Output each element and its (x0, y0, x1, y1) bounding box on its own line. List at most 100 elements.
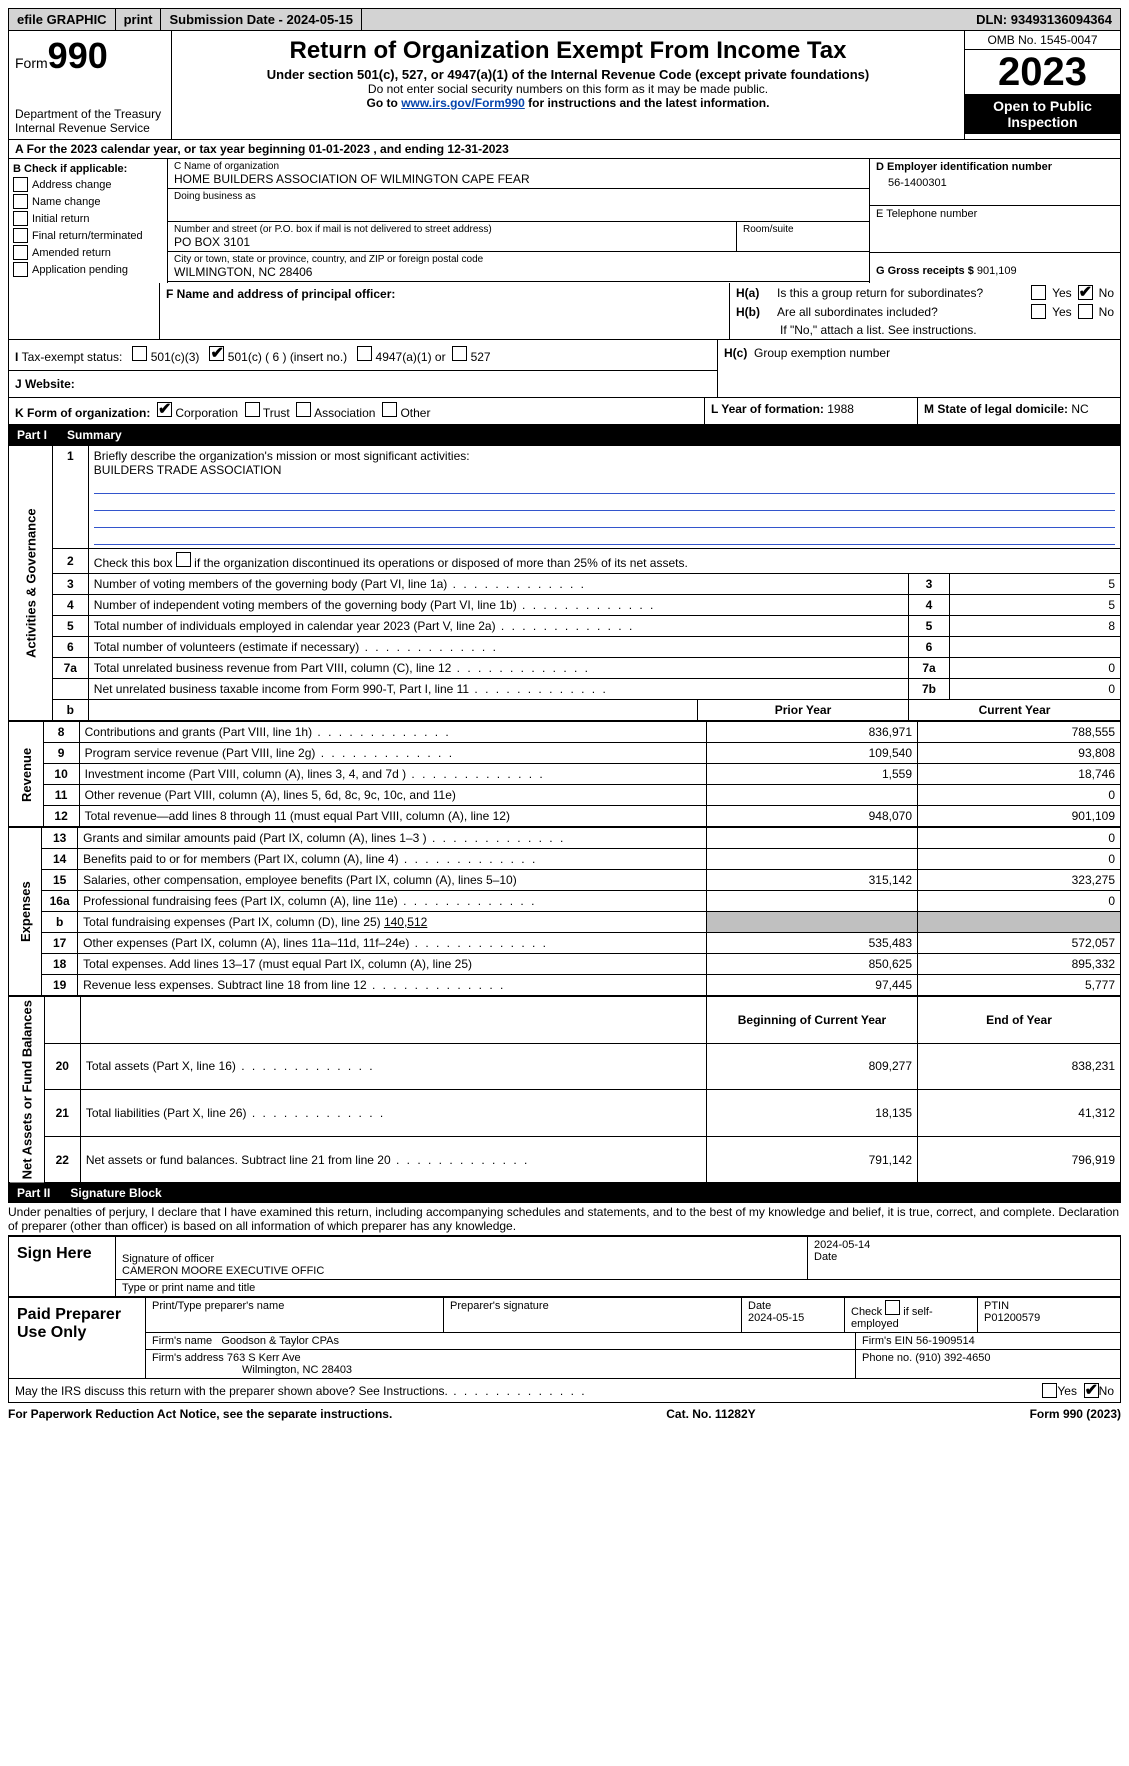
efile-label: efile GRAPHIC (9, 9, 116, 30)
assoc-lbl: Association (314, 406, 375, 420)
l12-desc: Total revenue—add lines 8 through 11 (mu… (79, 806, 706, 827)
l14-desc: Benefits paid to or for members (Part IX… (78, 849, 707, 870)
i-label: Tax-exempt status: (22, 350, 123, 364)
dln: DLN: 93493136094364 (968, 9, 1120, 30)
l1-label: Briefly describe the organization's miss… (94, 449, 470, 463)
header-center: Return of Organization Exempt From Incom… (172, 31, 964, 139)
4947-lbl: 4947(a)(1) or (376, 350, 446, 364)
row-b-hdr: bPrior YearCurrent Year (9, 700, 1121, 721)
form-number: Form990 (15, 35, 165, 77)
l18-desc: Total expenses. Add lines 13–17 (must eq… (78, 954, 707, 975)
line-a: A For the 2023 calendar year, or tax yea… (8, 140, 1121, 159)
box-l: L Year of formation: 1988 (704, 398, 917, 424)
l6-val (950, 637, 1121, 658)
gross-cell: G Gross receipts $ 901,109 (870, 253, 1120, 279)
print-button[interactable]: print (116, 9, 162, 30)
ha-yes[interactable] (1031, 285, 1046, 300)
fh-row: F Name and address of principal officer:… (8, 283, 1121, 340)
tel-cell: E Telephone number (870, 206, 1120, 253)
firm-name-lbl: Firm's name (152, 1335, 212, 1347)
street-val: PO BOX 3101 (174, 235, 730, 249)
l20-c: 838,231 (918, 1043, 1121, 1090)
l21-desc: Total liabilities (Part X, line 26) (80, 1090, 706, 1137)
prep-sig-lbl: Preparer's signature (443, 1298, 741, 1333)
l11-desc: Other revenue (Part VIII, column (A), li… (79, 785, 706, 806)
side-ag: Activities & Governance (9, 446, 53, 721)
city-cell: City or town, state or province, country… (168, 252, 869, 282)
part1-num: Part I (17, 428, 47, 442)
row-3: 3Number of voting members of the governi… (9, 574, 1121, 595)
l17-c: 572,057 (918, 933, 1121, 954)
cb-initial[interactable]: Initial return (13, 211, 163, 226)
cb-assoc[interactable] (296, 402, 311, 417)
ij-left: I Tax-exempt status: 501(c)(3) 501(c) ( … (9, 340, 717, 397)
cb-name[interactable]: Name change (13, 194, 163, 209)
firm-addr-lbl: Firm's address (152, 1352, 227, 1364)
paid-label: Paid Preparer Use Only (9, 1298, 146, 1378)
curr-year-hdr: Current Year (909, 700, 1121, 721)
cb-final[interactable]: Final return/terminated (13, 228, 163, 243)
part2-title: Signature Block (70, 1186, 161, 1200)
part1-header: Part I Summary (8, 425, 1121, 445)
cb-other[interactable] (382, 402, 397, 417)
discuss-yes[interactable] (1042, 1383, 1057, 1398)
discuss-no[interactable] (1084, 1383, 1099, 1398)
cb-final-lbl: Final return/terminated (32, 230, 143, 242)
l16b-text: Total fundraising expenses (Part IX, col… (83, 915, 384, 929)
cb-pending[interactable]: Application pending (13, 262, 163, 277)
top-bar: efile GRAPHIC print Submission Date - 20… (8, 8, 1121, 31)
phone-val: (910) 392-4650 (915, 1352, 990, 1364)
irs-link[interactable]: www.irs.gov/Form990 (401, 96, 525, 110)
ptin-lbl: PTIN (984, 1300, 1009, 1312)
h-c: H(c) Group exemption number (717, 340, 1120, 397)
sign-here-label: Sign Here (9, 1237, 116, 1296)
cb-527[interactable] (452, 346, 467, 361)
gross-val: 901,109 (977, 265, 1017, 277)
ha-no[interactable] (1078, 285, 1093, 300)
l13-p (707, 828, 918, 849)
row-7a: 7aTotal unrelated business revenue from … (9, 658, 1121, 679)
cb-amended[interactable]: Amended return (13, 245, 163, 260)
discuss-row: May the IRS discuss this return with the… (8, 1379, 1121, 1403)
l11-c: 0 (918, 785, 1121, 806)
cb-discontinued[interactable] (176, 552, 191, 567)
row-7b: Net unrelated business taxable income fr… (9, 679, 1121, 700)
l15-c: 323,275 (918, 870, 1121, 891)
ein-label: D Employer identification number (876, 161, 1114, 173)
ptin-val: P01200579 (984, 1312, 1040, 1324)
l17-desc: Other expenses (Part IX, column (A), lin… (78, 933, 707, 954)
l3-val: 5 (950, 574, 1121, 595)
dln-value: 93493136094364 (1011, 12, 1112, 27)
cb-self-employed[interactable] (885, 1300, 900, 1315)
l10-p: 1,559 (707, 764, 918, 785)
box-m: M State of legal domicile: NC (917, 398, 1120, 424)
cb-address[interactable]: Address change (13, 177, 163, 192)
line-a-text: For the 2023 calendar year, or tax year … (27, 142, 509, 156)
527-lbl: 527 (471, 350, 491, 364)
cb-501c3[interactable] (132, 346, 147, 361)
city-label: City or town, state or province, country… (174, 254, 863, 265)
irs-label: Internal Revenue Service (15, 121, 165, 135)
cb-trust[interactable] (245, 402, 260, 417)
hb-yes[interactable] (1031, 304, 1046, 319)
cb-name-lbl: Name change (32, 196, 101, 208)
box-h: H(a) Is this a group return for subordin… (730, 283, 1120, 339)
l22-desc: Net assets or fund balances. Subtract li… (80, 1136, 706, 1183)
date-lbl: Date (814, 1251, 837, 1263)
ein-cell: D Employer identification number 56-1400… (870, 159, 1120, 206)
l14-c: 0 (918, 849, 1121, 870)
l-label: L Year of formation: (711, 402, 827, 416)
firm-name-cell: Firm's name Goodson & Taylor CPAs (146, 1333, 855, 1350)
l22-p: 791,142 (707, 1136, 918, 1183)
l15-p: 315,142 (707, 870, 918, 891)
cb-4947[interactable] (357, 346, 372, 361)
box-f: F Name and address of principal officer: (160, 283, 730, 339)
goto-post: for instructions and the latest informat… (525, 96, 770, 110)
l7b-desc: Net unrelated business taxable income fr… (88, 679, 908, 700)
l13-desc: Grants and similar amounts paid (Part IX… (78, 828, 707, 849)
cb-501c[interactable] (209, 346, 224, 361)
l14-p (707, 849, 918, 870)
l7a-desc: Total unrelated business revenue from Pa… (88, 658, 908, 679)
cb-corp[interactable] (157, 402, 172, 417)
hb-no[interactable] (1078, 304, 1093, 319)
